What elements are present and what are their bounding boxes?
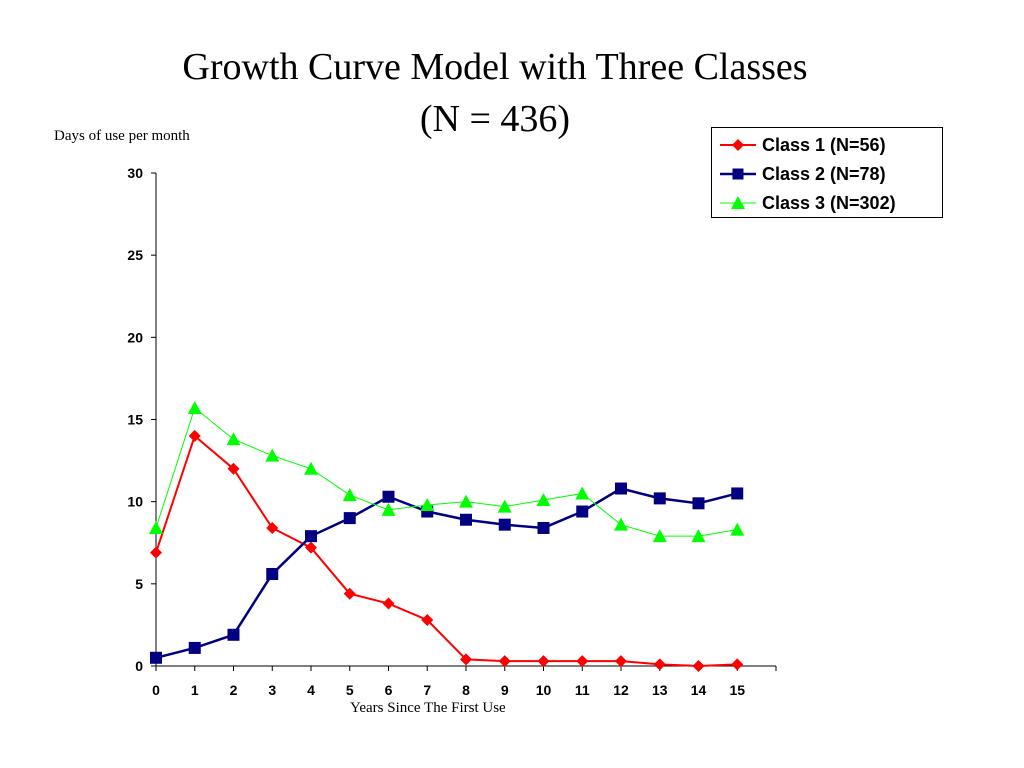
y-axis-label: Days of use per month [54, 128, 190, 144]
data-point [731, 658, 744, 671]
data-point [498, 518, 511, 531]
x-tick-label: 15 [729, 682, 745, 698]
legend-swatch-class-1 [720, 139, 756, 151]
data-point [304, 461, 318, 475]
x-tick-label: 5 [346, 682, 354, 698]
data-point [227, 462, 240, 475]
x-tick-label: 10 [536, 682, 552, 698]
data-point [266, 567, 279, 580]
y-tick-label: 25 [127, 247, 143, 263]
legend-item-class-2: Class 2 (N=78) [718, 159, 886, 189]
x-tick-label: 8 [462, 682, 470, 698]
data-point [382, 597, 395, 610]
data-point [149, 520, 163, 534]
series-line-2 [155, 487, 738, 659]
data-point [460, 653, 472, 666]
x-tick-label: 1 [191, 682, 199, 698]
data-point [537, 521, 550, 534]
x-tick-label: 9 [501, 682, 509, 698]
legend-label-class-2: Class 2 (N=78) [762, 163, 886, 184]
y-tick-label: 30 [127, 165, 143, 181]
chart-title: Growth Curve Model with Three Classes [182, 46, 808, 88]
data-point [614, 517, 628, 531]
x-axis-label: Years Since The First Use [350, 700, 506, 716]
y-tick-label: 5 [135, 576, 143, 592]
legend-label-class-1: Class 1 (N=56) [762, 134, 886, 155]
y-tick-label: 10 [127, 494, 143, 510]
series-2 [150, 482, 744, 664]
data-point [188, 641, 201, 654]
data-point [653, 658, 666, 671]
data-point [730, 522, 745, 536]
y-tick-label: 0 [135, 658, 143, 674]
legend-item-class-3: Class 3 (N=302) [718, 188, 896, 218]
data-point [150, 651, 162, 664]
data-point [459, 494, 473, 508]
x-tick-label: 7 [423, 682, 431, 698]
data-point [615, 482, 627, 495]
series-3 [149, 400, 745, 543]
x-tick-label: 11 [575, 682, 590, 698]
x-tick-label: 0 [152, 682, 160, 698]
data-point [305, 541, 317, 554]
data-point [187, 400, 202, 414]
data-point [343, 512, 356, 525]
data-point [498, 655, 511, 668]
legend-item-class-1: Class 1 (N=56) [718, 130, 886, 160]
data-point [497, 499, 512, 513]
data-point [420, 497, 435, 511]
data-point [615, 655, 627, 668]
data-point [460, 513, 472, 526]
data-point [536, 493, 551, 507]
legend-swatch-class-2 [720, 168, 756, 180]
data-point [575, 486, 590, 500]
data-point [692, 660, 705, 672]
series-layer [149, 400, 745, 672]
data-point [305, 530, 317, 543]
x-tick-label: 3 [268, 682, 276, 698]
data-point [381, 502, 396, 516]
data-point [266, 521, 279, 534]
data-point [188, 429, 201, 442]
data-point [731, 487, 744, 500]
data-point [265, 448, 280, 462]
x-tick-label: 14 [691, 682, 707, 698]
data-point [576, 505, 589, 518]
data-point [150, 546, 162, 559]
data-point [691, 529, 706, 543]
data-point [692, 497, 705, 510]
x-tick-label: 12 [613, 682, 629, 698]
legend: Class 1 (N=56) Class 2 (N=78) Class 3 (N… [711, 127, 943, 218]
x-tick-label: 4 [307, 682, 315, 698]
data-point [576, 655, 589, 668]
data-point [342, 488, 357, 502]
data-point [343, 587, 356, 600]
data-point [537, 655, 550, 668]
x-tick-label: 2 [230, 682, 238, 698]
x-tick-label: 6 [385, 682, 393, 698]
y-tick-label: 15 [127, 412, 143, 428]
data-point [421, 613, 434, 626]
data-point [226, 432, 241, 446]
series-1 [150, 429, 744, 672]
chart-subtitle: (N = 436) [419, 98, 571, 140]
data-point [382, 490, 395, 503]
data-point [227, 628, 240, 641]
y-tick-label: 20 [127, 329, 143, 345]
legend-label-class-3: Class 3 (N=302) [762, 192, 896, 213]
data-point [652, 529, 667, 543]
series-line-1 [155, 434, 738, 668]
series-line-3 [155, 407, 738, 537]
x-tick-label: 13 [652, 682, 668, 698]
data-point [653, 492, 666, 505]
legend-swatch-class-3 [720, 196, 756, 209]
